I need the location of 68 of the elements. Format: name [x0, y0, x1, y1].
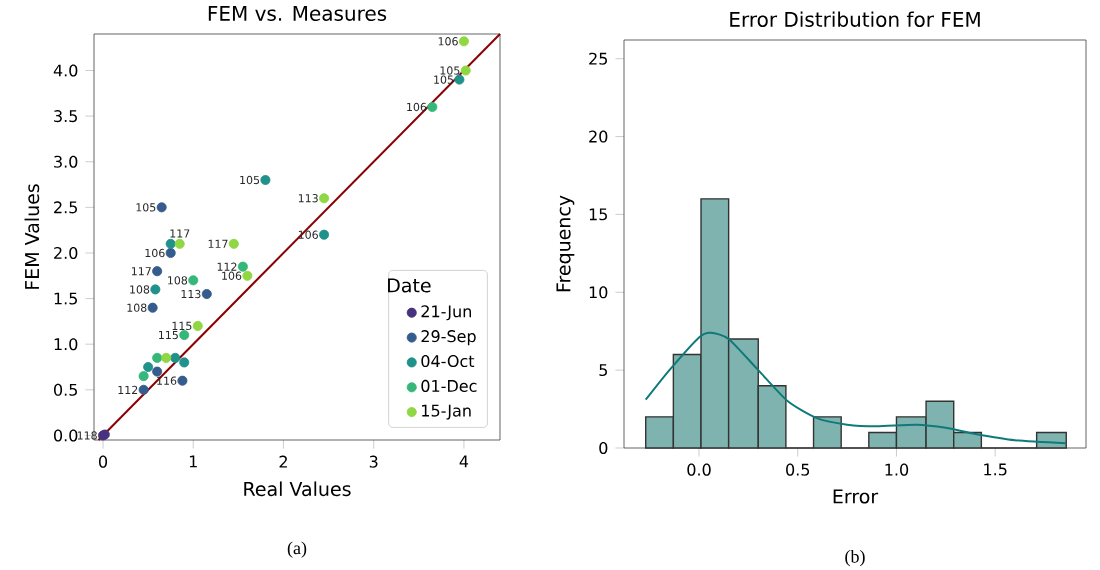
point	[177, 375, 188, 386]
x-tick-label: 1.0	[885, 463, 909, 476]
x-tick-label: 0	[99, 455, 108, 468]
x-tick-label: 0.5	[786, 463, 810, 476]
x-axis-title: Error	[833, 489, 879, 504]
point	[260, 174, 271, 185]
point	[201, 289, 212, 300]
point	[165, 238, 176, 249]
y-tick-label: 1.5	[54, 292, 77, 305]
y-tick-label: 2.5	[54, 201, 77, 214]
text: (a)	[287, 541, 307, 558]
point	[458, 36, 469, 47]
text: (b)	[845, 550, 865, 567]
legend-label: 21-Jun	[421, 305, 471, 321]
y-axis-title: FEM Values	[24, 184, 40, 289]
y-tick-label: 0	[599, 441, 608, 455]
y-tick-label: 1.0	[54, 338, 78, 351]
point	[228, 238, 239, 249]
x-tick-label: 2	[279, 455, 287, 468]
chart-title: Error Distribution for FEM	[730, 11, 980, 27]
x-tick-label: 3	[369, 455, 378, 468]
point	[150, 284, 161, 295]
x-tick-label: 1.5	[984, 463, 1007, 476]
legend-label: 29-Sep	[421, 330, 476, 346]
point	[152, 266, 163, 277]
point	[454, 74, 465, 85]
y-tick-label: 2.0	[54, 246, 78, 260]
point	[147, 302, 158, 313]
y-tick-label: 5	[599, 364, 607, 377]
legend-title: Date	[388, 278, 431, 293]
point	[170, 352, 181, 363]
point	[319, 229, 330, 240]
y-tick-label: 15	[589, 208, 607, 221]
y-tick-label: 0.0	[54, 429, 78, 442]
point	[152, 366, 163, 377]
legend-label: 15-Jan	[422, 404, 471, 420]
x-tick-label: 1	[189, 455, 197, 468]
point	[152, 352, 163, 363]
x-tick-label: 0.0	[687, 463, 711, 476]
point	[188, 275, 199, 286]
y-tick-label: 3.5	[54, 110, 77, 123]
legend-label: 04-Oct	[421, 355, 475, 368]
y-axis-title: Frequency	[556, 195, 575, 292]
point	[242, 270, 253, 281]
point	[179, 330, 190, 341]
point	[174, 238, 185, 249]
point	[161, 352, 172, 363]
point	[165, 247, 176, 258]
x-tick-label: 4	[459, 455, 469, 468]
point	[179, 357, 190, 368]
point	[237, 261, 248, 272]
point	[427, 102, 438, 112]
point	[319, 193, 330, 204]
y-tick-label: 0.5	[54, 383, 77, 396]
point	[156, 202, 167, 213]
point	[138, 371, 149, 382]
y-tick-label: 20	[589, 130, 608, 143]
point	[460, 65, 471, 76]
y-tick-label: 10	[589, 286, 608, 299]
y-tick-label: 4.0	[53, 64, 78, 77]
x-axis-title: Real Values	[244, 481, 351, 497]
legend-label: 01-Dec	[421, 379, 477, 392]
point	[143, 362, 154, 373]
chart-title: FEM vs. Measures	[208, 6, 387, 21]
point	[192, 320, 203, 331]
y-tick-label: 25	[589, 52, 607, 65]
y-tick-label: 3.0	[54, 155, 78, 168]
point	[138, 384, 149, 395]
